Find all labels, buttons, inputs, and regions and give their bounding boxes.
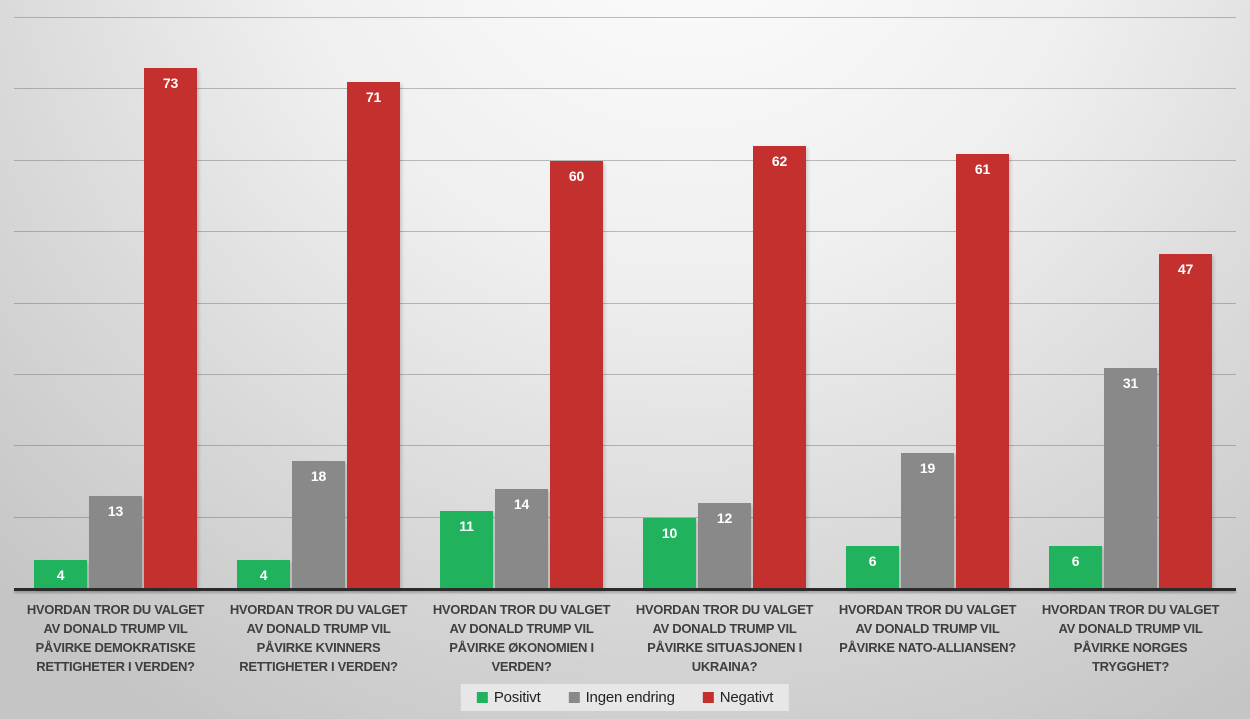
legend-label-positivt: Positivt bbox=[493, 689, 541, 706]
legend-label-negativt: Negativt bbox=[719, 689, 774, 706]
gridline-30 bbox=[14, 373, 1236, 375]
category-label-3: HVORDAN TROR DU VALGET AV DONALD TRUMP V… bbox=[432, 602, 611, 674]
bar-value-label: 6 bbox=[1071, 553, 1080, 570]
bar-value-label: 18 bbox=[310, 467, 327, 484]
gridline-80 bbox=[14, 17, 1236, 18]
bar-value-label: 60 bbox=[568, 167, 585, 184]
gridline-60 bbox=[14, 159, 1236, 161]
bar-value-label: 73 bbox=[162, 74, 179, 91]
bar-group-1: 4 13 73 bbox=[34, 67, 197, 589]
legend-label-ingen-endring: Ingen endring bbox=[585, 689, 675, 706]
bar-group-5: 6 19 61 bbox=[846, 153, 1009, 589]
bar-value-label: 11 bbox=[459, 517, 474, 534]
bar-negativt: 73 bbox=[144, 67, 197, 589]
bar-group-3: 11 14 60 bbox=[440, 160, 603, 589]
category-axis: HVORDAN TROR DU VALGET AV DONALD TRUMP V… bbox=[14, 601, 1232, 676]
bar-group-4: 10 12 62 bbox=[643, 146, 806, 589]
plot-area: 4 13 73 4 18 71 11 14 60 10 12 62 6 19 61 6 31 47 bbox=[14, 17, 1236, 591]
bar-negativt: 61 bbox=[956, 153, 1009, 589]
bar-negativt: 71 bbox=[347, 82, 400, 589]
bar-group-6: 6 31 47 bbox=[1049, 253, 1212, 589]
category-label-2: HVORDAN TROR DU VALGET AV DONALD TRUMP V… bbox=[229, 602, 408, 674]
legend: Positivt Ingen endring Negativt bbox=[460, 684, 790, 711]
bar-value-label: 6 bbox=[868, 553, 877, 570]
bars-row: 4 13 73 4 18 71 11 14 60 10 12 62 6 19 61 6 31 47 bbox=[34, 18, 1236, 589]
legend-swatch-ingen-endring-icon bbox=[568, 692, 580, 703]
bar-value-label: 71 bbox=[365, 89, 382, 106]
bar-positivt: 11 bbox=[440, 510, 493, 589]
bar-value-label: 31 bbox=[1122, 374, 1139, 391]
category-label-6: HVORDAN TROR DU VALGET AV DONALD TRUMP V… bbox=[1041, 602, 1220, 674]
bar-value-label: 4 bbox=[56, 567, 65, 584]
gridline-10 bbox=[14, 516, 1236, 518]
bar-ingen-endring: 31 bbox=[1104, 367, 1157, 589]
x-axis-line bbox=[14, 588, 1236, 591]
bar-value-label: 47 bbox=[1177, 260, 1194, 277]
bar-value-label: 14 bbox=[513, 496, 530, 513]
bar-ingen-endring: 14 bbox=[495, 489, 548, 589]
bar-value-label: 61 bbox=[974, 160, 991, 177]
bar-negativt: 47 bbox=[1159, 253, 1212, 589]
bar-ingen-endring: 18 bbox=[292, 460, 345, 589]
bar-positivt: 4 bbox=[237, 560, 290, 589]
bar-negativt: 62 bbox=[753, 146, 806, 589]
bar-value-label: 10 bbox=[661, 524, 678, 541]
gridline-50 bbox=[14, 231, 1236, 233]
legend-item-positivt: Positivt bbox=[476, 689, 541, 706]
bar-value-label: 12 bbox=[716, 510, 733, 527]
gridline-70 bbox=[14, 88, 1236, 90]
legend-item-ingen-endring: Ingen endring bbox=[568, 689, 675, 706]
legend-item-negativt: Negativt bbox=[702, 689, 774, 706]
bar-ingen-endring: 12 bbox=[698, 503, 751, 589]
bar-positivt: 6 bbox=[846, 546, 899, 589]
category-label-1: HVORDAN TROR DU VALGET AV DONALD TRUMP V… bbox=[26, 602, 205, 674]
gridline-20 bbox=[14, 445, 1236, 447]
bar-negativt: 60 bbox=[550, 160, 603, 589]
bar-value-label: 19 bbox=[919, 460, 936, 477]
bar-value-label: 13 bbox=[107, 503, 124, 520]
category-label-4: HVORDAN TROR DU VALGET AV DONALD TRUMP V… bbox=[635, 602, 814, 674]
bar-positivt: 4 bbox=[34, 560, 87, 589]
bar-group-2: 4 18 71 bbox=[237, 82, 400, 589]
bar-ingen-endring: 19 bbox=[901, 453, 954, 589]
gridline-40 bbox=[14, 302, 1236, 304]
bar-positivt: 6 bbox=[1049, 546, 1102, 589]
legend-swatch-negativt-icon bbox=[702, 692, 714, 703]
legend-swatch-positivt-icon bbox=[476, 692, 488, 703]
category-label-5: HVORDAN TROR DU VALGET AV DONALD TRUMP V… bbox=[838, 602, 1017, 655]
bar-positivt: 10 bbox=[643, 517, 696, 589]
bar-value-label: 62 bbox=[771, 153, 788, 170]
bar-value-label: 4 bbox=[259, 567, 268, 584]
bar-ingen-endring: 13 bbox=[89, 496, 142, 589]
